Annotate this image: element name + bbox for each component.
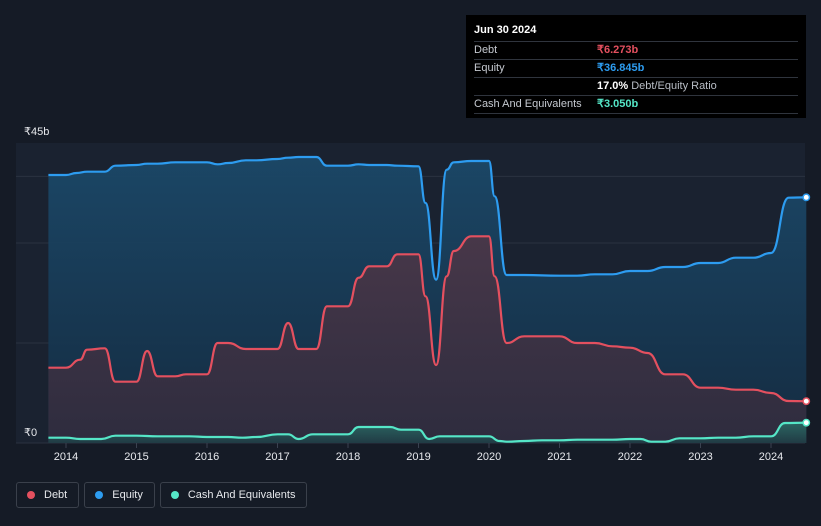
endpoint-debt — [802, 397, 811, 406]
tooltip-value-cash: ₹3.050b — [597, 98, 639, 110]
tooltip-panel: Jun 30 2024 Debt ₹6.273b Equity ₹36.845b… — [466, 15, 806, 118]
series-endpoints — [802, 193, 811, 427]
tooltip-label-cash: Cash And Equivalents — [474, 98, 582, 110]
tooltip-row-equity: Equity ₹36.845b — [474, 60, 798, 78]
legend-label-debt: Debt — [44, 489, 68, 501]
x-tick-label-2014: 2014 — [54, 451, 78, 463]
x-tick-label-2020: 2020 — [477, 451, 501, 463]
x-axis-ticks: 2014 2015 2016 2017 2018 2019 2020 2021 2022 2023… — [54, 443, 783, 463]
x-tick-label-2022: 2022 — [618, 451, 642, 463]
line-equity — [48, 155, 807, 281]
x-tick-label-2023: 2023 — [688, 451, 712, 463]
legend-dot-equity — [95, 491, 104, 499]
tooltip-date: Jun 30 2024 — [474, 23, 798, 42]
tooltip-label-debt: Debt — [474, 44, 498, 56]
series-lines — [48, 155, 807, 443]
line-debt — [48, 235, 807, 403]
tooltip-value-ratio: 17.0% — [597, 80, 629, 92]
tooltip-value-equity: ₹36.845b — [597, 62, 645, 74]
y-tick-label-top: ₹45b — [24, 126, 49, 138]
legend-label-cash: Cash And Equivalents — [187, 489, 296, 501]
legend-item-cash[interactable]: Cash And Equivalents — [159, 482, 308, 508]
chart-legend: Debt Equity Cash And Equivalents — [16, 482, 308, 508]
legend-item-debt[interactable]: Debt — [16, 482, 80, 508]
tooltip-row-cash: Cash And Equivalents ₹3.050b — [474, 96, 798, 114]
x-tick-label-2018: 2018 — [336, 451, 360, 463]
legend-dot-debt — [27, 491, 35, 499]
endpoint-cash-and-equivalents — [802, 418, 811, 427]
x-tick-label-2019: 2019 — [406, 451, 430, 463]
x-tick-label-2021: 2021 — [547, 451, 571, 463]
tooltip-label-ratio — [474, 78, 597, 95]
tooltip-value-debt: ₹6.273b — [597, 44, 639, 56]
x-tick-label-2024: 2024 — [759, 451, 783, 463]
area-debt — [48, 236, 807, 443]
tooltip-row-ratio: 17.0% Debt/Equity Ratio — [474, 78, 798, 96]
legend-item-equity[interactable]: Equity — [84, 482, 155, 508]
line-cash-and-equivalents — [48, 421, 807, 443]
legend-label-equity: Equity — [112, 489, 143, 501]
y-tick-label-zero: ₹0 — [24, 427, 37, 439]
tooltip-label-equity: Equity — [474, 62, 505, 74]
tooltip-ratio-caption: Debt/Equity Ratio — [631, 80, 717, 92]
x-tick-label-2017: 2017 — [265, 451, 289, 463]
legend-dot-cash — [170, 491, 179, 499]
tooltip-row-debt: Debt ₹6.273b — [474, 42, 798, 60]
x-tick-label-2015: 2015 — [124, 451, 148, 463]
endpoint-equity — [802, 193, 811, 202]
x-tick-label-2016: 2016 — [195, 451, 219, 463]
